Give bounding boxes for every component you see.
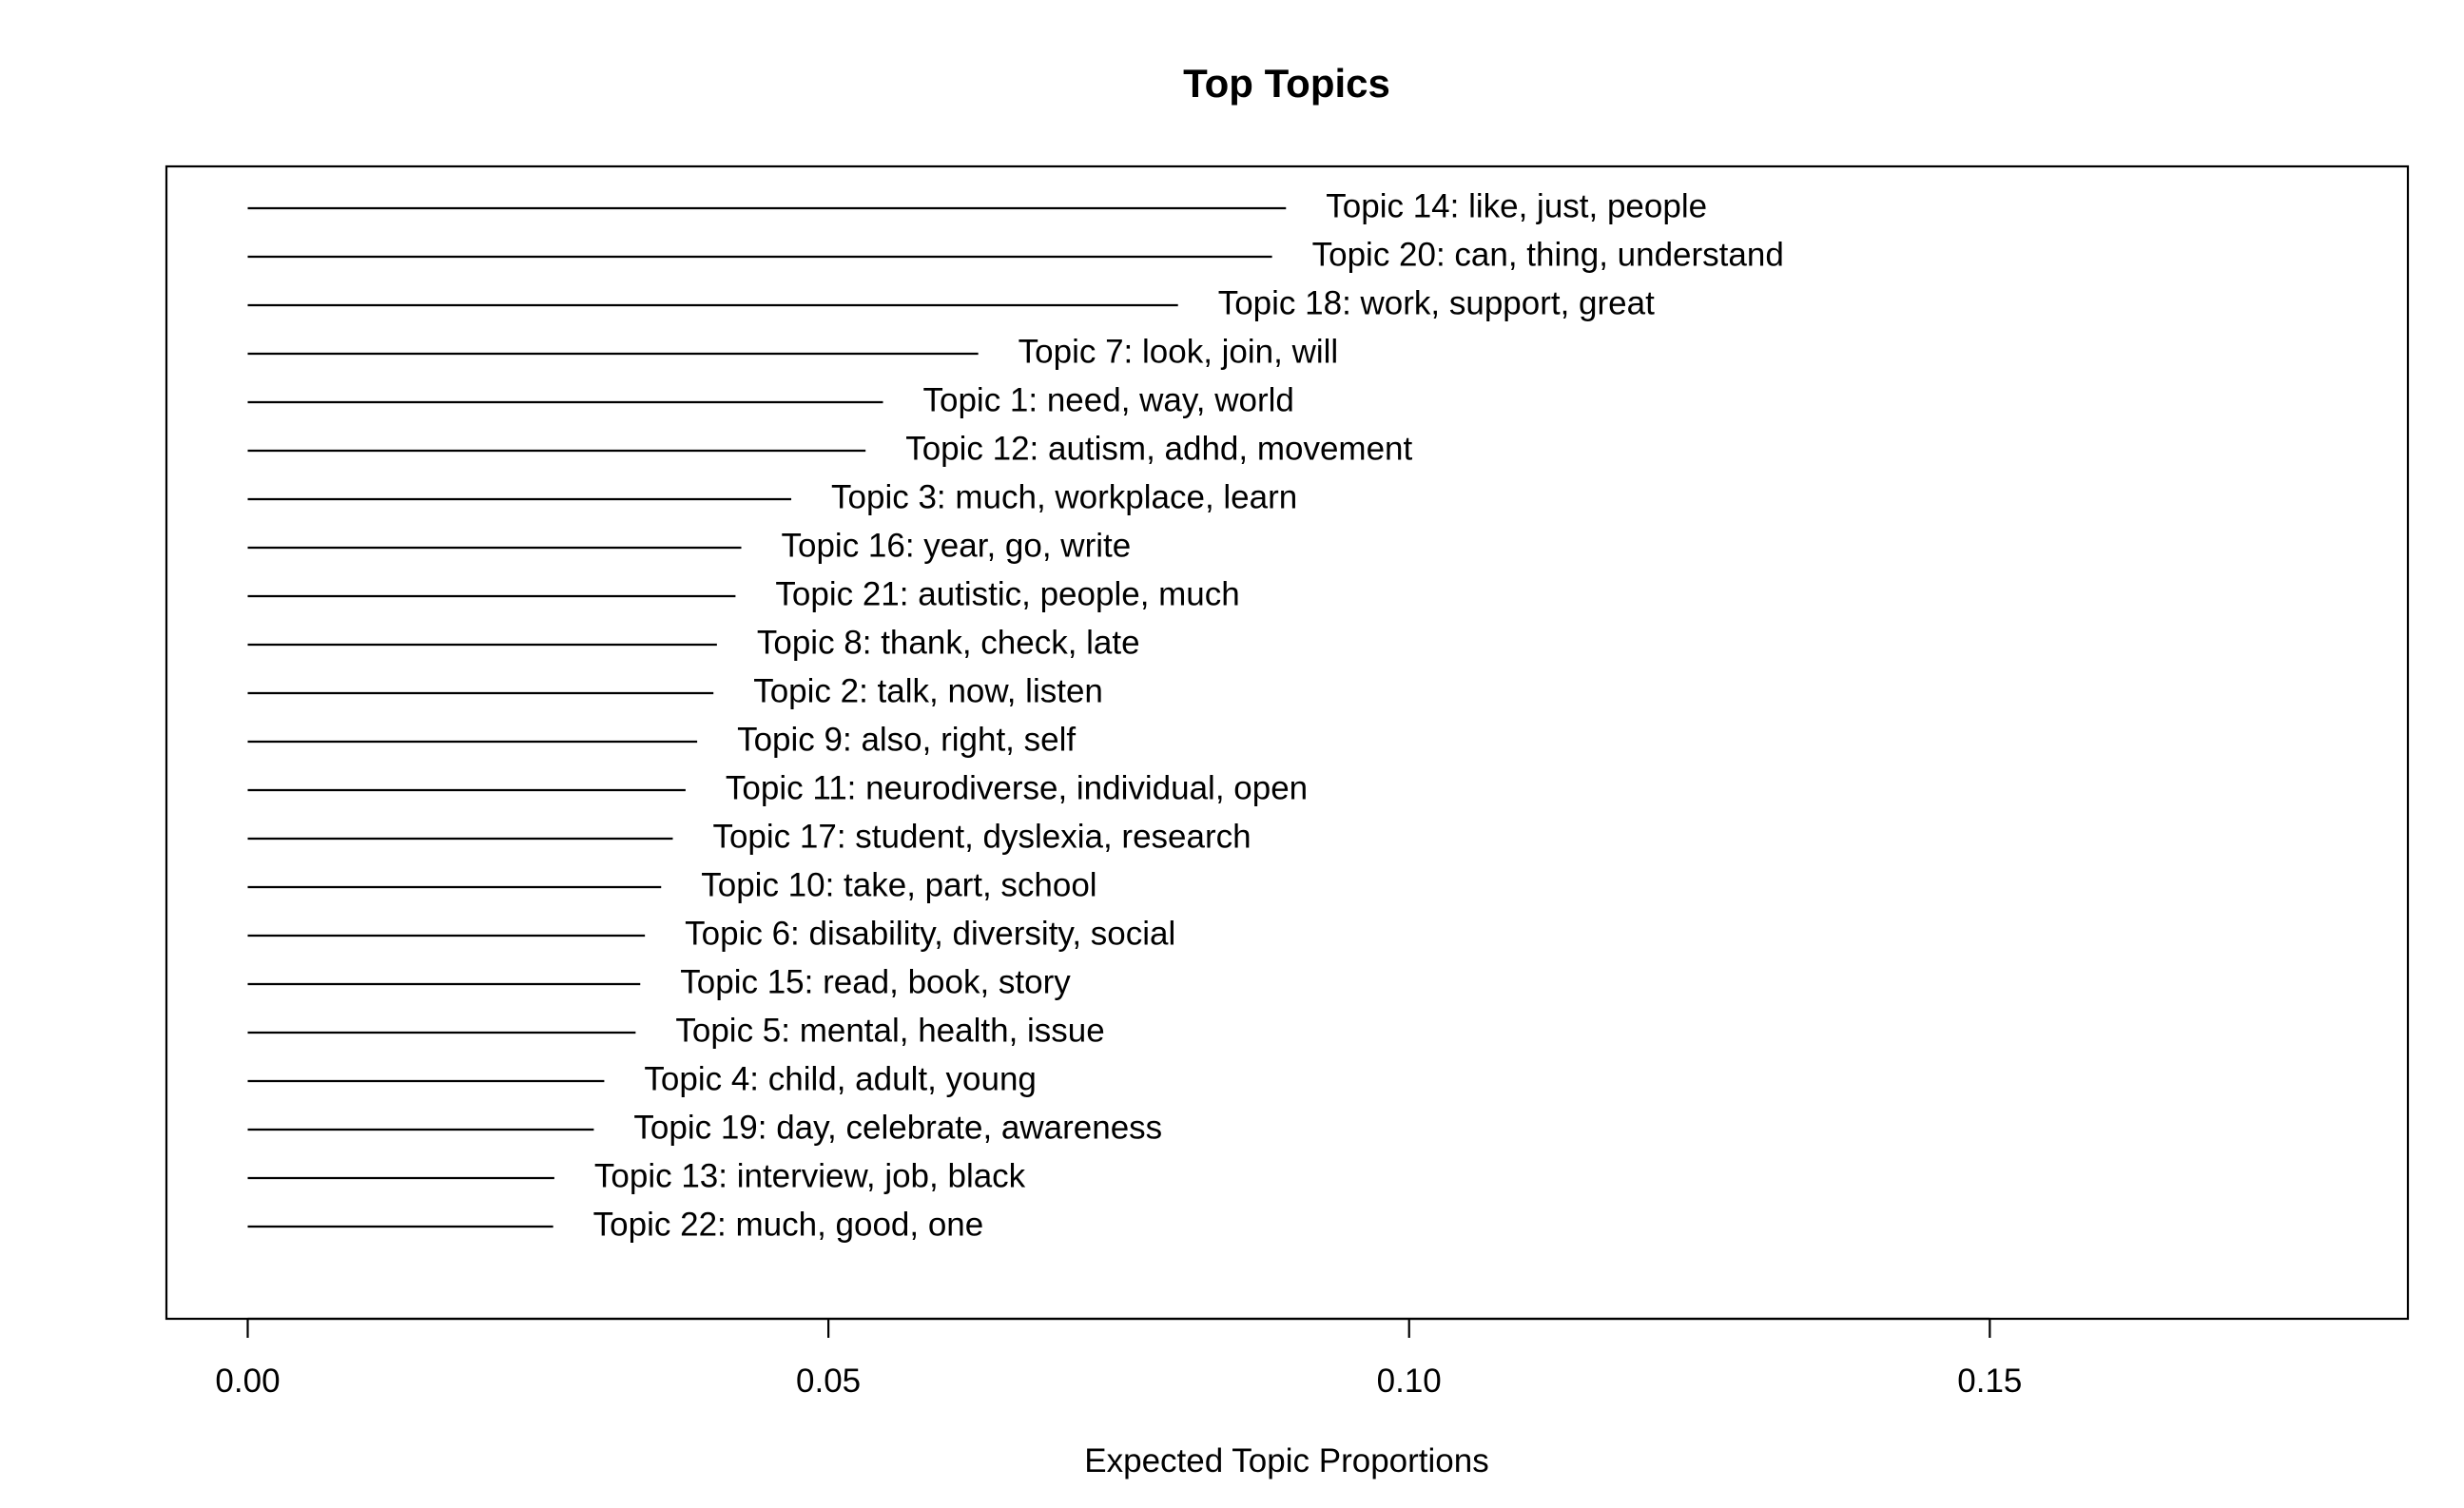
topic-label: Topic 12: autism, adhd, movement [905,430,1412,467]
topic-label: Topic 5: mental, health, issue [675,1012,1104,1049]
x-tick-label: 0.10 [1377,1363,1442,1400]
topic-label: Topic 6: disability, diversity, social [685,915,1175,952]
topic-label: Topic 13: interview, job, black [594,1157,1026,1194]
topic-label: Topic 4: child, adult, young [644,1060,1036,1097]
topic-label: Topic 9: also, right, self [737,721,1076,758]
topic-label: Topic 18: work, support, great [1218,284,1655,321]
topic-label: Topic 21: autistic, people, much [775,575,1239,612]
topic-label: Topic 14: like, just, people [1326,187,1707,224]
x-axis-label: Expected Topic Proportions [1084,1442,1488,1479]
topic-label: Topic 17: student, dyslexia, research [712,818,1251,855]
topic-label: Topic 11: neurodiverse, individual, open [726,769,1308,806]
topic-label: Topic 16: year, go, write [782,527,1132,564]
x-tick-label: 0.05 [796,1363,861,1400]
topic-label: Topic 2: talk, now, listen [753,672,1103,709]
topic-label: Topic 22: much, good, one [593,1206,984,1243]
topic-label: Topic 7: look, join, will [1019,333,1339,370]
x-tick-label: 0.00 [215,1363,280,1400]
topic-series: Topic 14: like, just, people Topic 20: ca… [247,187,1784,1243]
topic-label: Topic 15: read, book, story [680,963,1071,1000]
topic-label: Topic 19: day, celebrate, awareness [633,1109,1162,1146]
topic-label: Topic 3: much, workplace, learn [831,478,1297,515]
topic-label: Topic 1: need, way, world [923,381,1294,418]
x-tick-label: 0.15 [1957,1363,2022,1400]
topic-label: Topic 10: take, part, school [701,866,1096,903]
chart-title: Top Topics [1183,61,1390,106]
topic-label: Topic 20: can, thing, understand [1312,236,1784,273]
topic-label: Topic 8: thank, check, late [757,624,1140,661]
x-axis: 0.00 0.05 0.10 0.15 [215,1317,2022,1400]
